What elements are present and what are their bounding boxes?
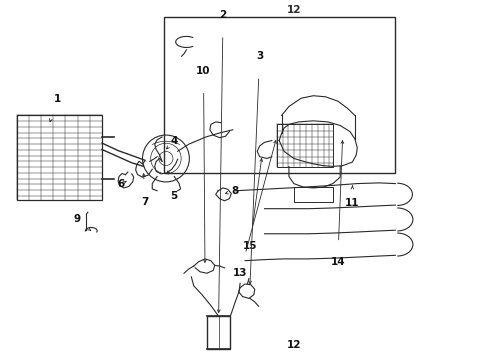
Text: 4: 4	[171, 136, 178, 145]
Text: 8: 8	[232, 186, 239, 196]
Text: 12: 12	[287, 5, 301, 15]
Bar	[207, 316, 230, 348]
Bar	[165, 17, 395, 173]
Bar	[277, 125, 333, 167]
Bar	[17, 116, 102, 200]
Text: 9: 9	[73, 215, 80, 224]
Text: 6: 6	[117, 179, 124, 189]
Text: 7: 7	[141, 197, 148, 207]
Text: 13: 13	[233, 268, 247, 278]
Text: 1: 1	[53, 94, 61, 104]
Text: 2: 2	[220, 10, 227, 20]
Bar	[294, 187, 333, 202]
Text: 10: 10	[196, 66, 211, 76]
Text: 11: 11	[345, 198, 360, 208]
Text: 3: 3	[256, 51, 263, 61]
Text: 12: 12	[287, 340, 301, 350]
Text: 15: 15	[243, 241, 257, 251]
Text: 5: 5	[171, 191, 178, 201]
Text: 14: 14	[330, 257, 345, 267]
